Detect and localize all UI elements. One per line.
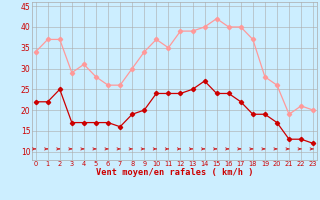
X-axis label: Vent moyen/en rafales ( km/h ): Vent moyen/en rafales ( km/h )	[96, 168, 253, 177]
